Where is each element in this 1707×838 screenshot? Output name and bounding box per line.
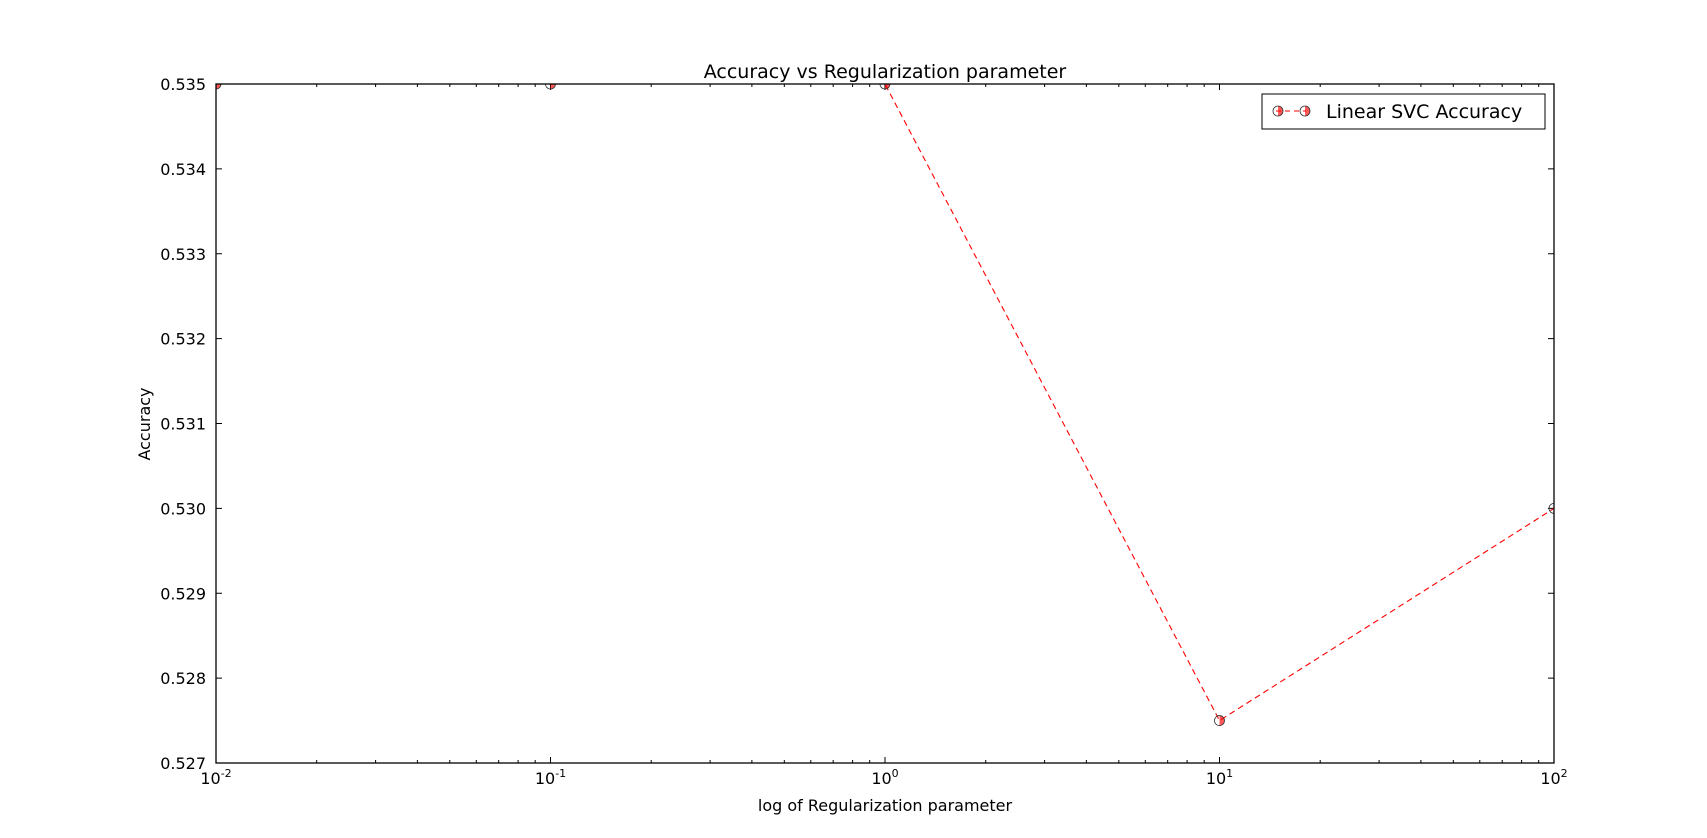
marker-right-half	[1219, 715, 1225, 726]
x-tick-label: 101	[1206, 767, 1233, 788]
y-tick-label: 0.530	[160, 499, 206, 518]
series-layer	[216, 84, 1559, 726]
marker-outline	[1548, 502, 1554, 514]
x-tick-label: 100	[871, 767, 898, 788]
y-tick-label: 0.529	[160, 584, 206, 603]
x-tick-label: 10-2	[200, 767, 231, 788]
marker-right-half	[550, 84, 556, 89]
marker-outline	[1272, 105, 1284, 117]
legend-label: Linear SVC Accuracy	[1326, 101, 1522, 123]
y-tick-label: 0.531	[160, 415, 206, 434]
y-tick-label: 0.532	[160, 330, 206, 349]
data-point	[545, 84, 556, 90]
y-tick-label: 0.527	[160, 754, 206, 773]
data-point	[216, 84, 222, 90]
data-point	[1548, 502, 1559, 514]
legend: Linear SVC Accuracy	[1261, 93, 1546, 130]
marker-outline	[1299, 105, 1311, 117]
x-minor-ticks	[316, 84, 1540, 763]
marker-right-half	[1554, 503, 1559, 513]
marker-right-half	[216, 84, 221, 89]
data-point	[1299, 105, 1311, 117]
x-tick-label: 102	[1540, 767, 1567, 788]
marker-right-half	[885, 84, 890, 89]
legend-markers	[1272, 105, 1311, 117]
data-point	[879, 84, 891, 90]
y-tick-label: 0.533	[160, 245, 206, 264]
x-axis-ticks: 10-2 10-1 100 101 102	[200, 84, 1568, 788]
marker-right-half	[1305, 106, 1310, 116]
y-tick-label: 0.535	[160, 75, 206, 94]
marker-outline	[545, 84, 556, 90]
y-tick-label: 0.534	[160, 160, 206, 179]
y-axis-label: Accuracy	[135, 387, 154, 460]
plot-frame	[215, 83, 1555, 764]
marker-right-half	[1278, 106, 1283, 116]
chart-title: Accuracy vs Regularization parameter	[704, 61, 1067, 83]
x-tick-label: 10-1	[535, 767, 566, 788]
y-tick-label: 0.528	[160, 669, 206, 688]
marker-outline	[1214, 715, 1225, 726]
x-axis-label: log of Regularization parameter	[758, 796, 1013, 815]
marker-outline	[879, 84, 891, 90]
series-line	[216, 84, 1554, 722]
y-axis-ticks: 0.527 0.528 0.529 0.530 0.531 0.532 0.533 0.534…	[160, 75, 1554, 773]
data-point	[1214, 715, 1225, 726]
data-point	[1272, 105, 1284, 117]
